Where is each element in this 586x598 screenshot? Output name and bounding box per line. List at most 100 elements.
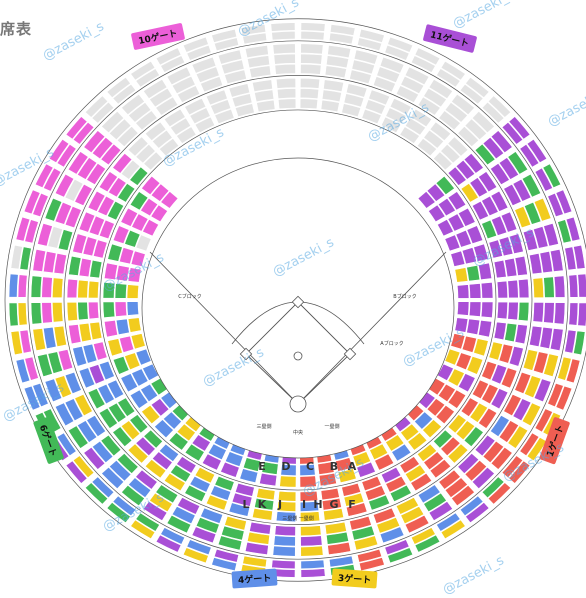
seat-section[interactable] bbox=[43, 326, 57, 349]
seat-section[interactable] bbox=[158, 443, 180, 463]
seat-section[interactable] bbox=[176, 423, 196, 442]
seat-section[interactable] bbox=[135, 469, 158, 490]
seat-section[interactable] bbox=[32, 382, 49, 408]
seat-section[interactable] bbox=[317, 461, 335, 475]
seat-section[interactable] bbox=[150, 204, 169, 223]
seat-section[interactable] bbox=[436, 219, 454, 237]
seat-section[interactable] bbox=[533, 197, 552, 222]
seat-section[interactable] bbox=[533, 378, 552, 403]
seat-section[interactable] bbox=[465, 501, 490, 524]
seat-section[interactable] bbox=[461, 335, 477, 353]
seat-section[interactable] bbox=[528, 253, 543, 275]
seat-section[interactable] bbox=[254, 89, 275, 103]
seat-section[interactable] bbox=[114, 283, 128, 299]
seat-section[interactable] bbox=[120, 373, 139, 393]
seat-section[interactable] bbox=[127, 136, 149, 157]
seat-section[interactable] bbox=[503, 393, 522, 417]
seat-section[interactable] bbox=[214, 108, 235, 125]
seat-section[interactable] bbox=[57, 349, 74, 371]
seat-section[interactable] bbox=[224, 69, 247, 85]
seat-section[interactable] bbox=[32, 192, 49, 218]
seat-section[interactable] bbox=[191, 434, 211, 452]
seat-section[interactable] bbox=[565, 358, 581, 384]
seat-section[interactable] bbox=[182, 547, 209, 564]
seat-section[interactable] bbox=[455, 420, 476, 441]
seat-section[interactable] bbox=[191, 56, 217, 74]
seat-section[interactable] bbox=[115, 318, 130, 336]
seat-section[interactable] bbox=[432, 151, 453, 171]
seat-section[interactable] bbox=[422, 419, 442, 439]
seat-section[interactable] bbox=[477, 171, 498, 193]
seat-section[interactable] bbox=[501, 455, 524, 479]
seat-section[interactable] bbox=[155, 96, 179, 116]
seat-section[interactable] bbox=[521, 402, 542, 427]
seat-section[interactable] bbox=[274, 525, 296, 537]
seat-section[interactable] bbox=[454, 317, 469, 333]
seat-section[interactable] bbox=[86, 162, 107, 186]
seat-section[interactable] bbox=[239, 468, 259, 484]
seat-section[interactable] bbox=[210, 99, 232, 115]
seat-section[interactable] bbox=[53, 253, 68, 275]
seat-section[interactable] bbox=[131, 213, 149, 232]
seat-section[interactable] bbox=[124, 229, 141, 248]
seat-section[interactable] bbox=[66, 301, 78, 322]
seat-section[interactable] bbox=[577, 302, 586, 327]
seat-section[interactable] bbox=[474, 143, 496, 166]
seat-section[interactable] bbox=[384, 539, 410, 556]
seat-section[interactable] bbox=[482, 136, 505, 160]
seat-section[interactable] bbox=[117, 397, 136, 418]
seat-section[interactable] bbox=[184, 97, 207, 116]
seat-section[interactable] bbox=[299, 475, 317, 488]
seat-section[interactable] bbox=[210, 485, 232, 501]
seat-section[interactable] bbox=[512, 398, 532, 422]
seat-section[interactable] bbox=[76, 420, 98, 443]
seat-section[interactable] bbox=[478, 319, 493, 338]
seat-section[interactable] bbox=[456, 301, 470, 316]
seat-section[interactable] bbox=[143, 429, 164, 449]
seat-section[interactable] bbox=[490, 388, 509, 410]
seat-section[interactable] bbox=[100, 143, 122, 166]
seat-section[interactable] bbox=[120, 484, 145, 507]
seat-section[interactable] bbox=[454, 267, 469, 283]
seat-section[interactable] bbox=[471, 200, 490, 221]
seat-section[interactable] bbox=[493, 259, 507, 279]
seat-section[interactable] bbox=[543, 222, 559, 247]
seat-section[interactable] bbox=[274, 63, 296, 75]
seat-section[interactable] bbox=[528, 325, 543, 347]
seat-section[interactable] bbox=[64, 178, 84, 202]
seat-section[interactable] bbox=[142, 500, 168, 522]
seat-section[interactable] bbox=[326, 55, 350, 69]
seat-section[interactable] bbox=[72, 345, 88, 367]
seat-section[interactable] bbox=[299, 501, 320, 512]
seat-section[interactable] bbox=[379, 56, 405, 74]
seat-section[interactable] bbox=[155, 484, 179, 504]
seat-section[interactable] bbox=[351, 59, 376, 75]
seat-section[interactable] bbox=[93, 239, 108, 259]
seat-section[interactable] bbox=[135, 143, 156, 164]
seat-section[interactable] bbox=[124, 352, 141, 371]
seat-section[interactable] bbox=[300, 535, 323, 547]
seat-section[interactable] bbox=[246, 55, 270, 69]
seat-section[interactable] bbox=[256, 487, 276, 501]
seat-section[interactable] bbox=[482, 440, 505, 464]
seat-section[interactable] bbox=[176, 456, 197, 474]
seat-section[interactable] bbox=[151, 451, 173, 471]
seat-section[interactable] bbox=[106, 200, 125, 221]
seat-section[interactable] bbox=[195, 516, 220, 534]
seat-section[interactable] bbox=[512, 178, 532, 202]
seat-section[interactable] bbox=[119, 335, 135, 353]
seat-section[interactable] bbox=[414, 47, 441, 66]
seat-section[interactable] bbox=[380, 116, 402, 134]
seat-section[interactable] bbox=[503, 183, 522, 207]
seat-section[interactable] bbox=[522, 229, 539, 251]
seat-section[interactable] bbox=[436, 512, 461, 532]
seat-section[interactable] bbox=[457, 373, 476, 393]
seat-section[interactable] bbox=[224, 451, 244, 467]
seat-section[interactable] bbox=[490, 190, 509, 212]
seat-section[interactable] bbox=[128, 477, 152, 498]
seat-section[interactable] bbox=[539, 326, 553, 349]
seat-section[interactable] bbox=[410, 108, 433, 128]
seat-section[interactable] bbox=[261, 461, 279, 475]
seat-section[interactable] bbox=[444, 102, 468, 123]
seat-section[interactable] bbox=[276, 501, 297, 512]
